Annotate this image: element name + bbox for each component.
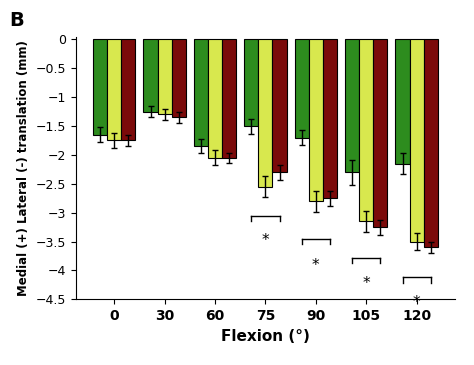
Text: *: * (312, 258, 319, 273)
Bar (410, 39, 424, 242)
Bar (374, 39, 387, 227)
Bar (258, 39, 273, 187)
Bar (273, 39, 287, 172)
Bar (107, 39, 121, 141)
X-axis label: Flexion (°): Flexion (°) (221, 328, 310, 343)
Bar (222, 39, 236, 158)
Text: B: B (9, 11, 24, 30)
Bar (121, 39, 136, 141)
Bar (424, 39, 438, 247)
Bar (295, 39, 309, 138)
Y-axis label: Medial (+) Lateral (-) translation (mm): Medial (+) Lateral (-) translation (mm) (17, 40, 30, 296)
Bar (395, 39, 410, 164)
Text: *: * (363, 276, 370, 291)
Text: *: * (262, 233, 269, 248)
Text: *: * (413, 295, 420, 310)
Bar (157, 39, 172, 115)
Bar (244, 39, 258, 126)
Bar (144, 39, 157, 112)
Bar (208, 39, 222, 158)
Bar (359, 39, 374, 221)
Bar (345, 39, 359, 172)
Bar (323, 39, 337, 198)
Bar (309, 39, 323, 201)
Bar (93, 39, 107, 135)
Bar (172, 39, 186, 118)
Bar (194, 39, 208, 146)
